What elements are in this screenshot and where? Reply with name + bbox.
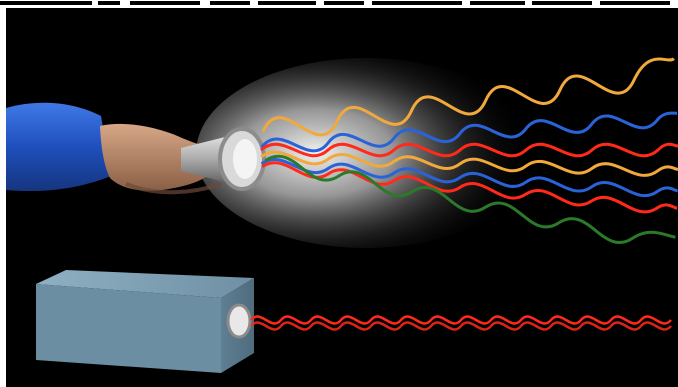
laser-device	[36, 270, 254, 373]
orange-wave-top	[261, 57, 675, 137]
red-wave-middle	[260, 142, 678, 158]
blue-sleeve	[6, 102, 111, 192]
illustration-scene	[6, 8, 678, 387]
orange-wave-lower	[260, 150, 678, 177]
finger-shadow	[125, 182, 222, 195]
blue-wave-top	[260, 111, 678, 153]
coherent-laser-waves	[250, 315, 672, 331]
laser-aperture	[226, 303, 252, 339]
laser-box-top	[36, 270, 254, 298]
blue-wave-lower	[260, 157, 678, 198]
top-border-strip	[0, 0, 678, 8]
hand	[100, 123, 220, 191]
laser-wave-1	[250, 315, 672, 325]
green-wave-bottom	[264, 154, 676, 245]
laser-box-side	[36, 284, 221, 373]
incoherent-waves	[260, 57, 678, 245]
red-wave-lower	[261, 161, 678, 214]
noisy-border	[0, 0, 678, 8]
illustration-svg	[6, 57, 678, 373]
laser-wave-2	[250, 321, 672, 331]
flashlight-lens	[233, 139, 257, 179]
